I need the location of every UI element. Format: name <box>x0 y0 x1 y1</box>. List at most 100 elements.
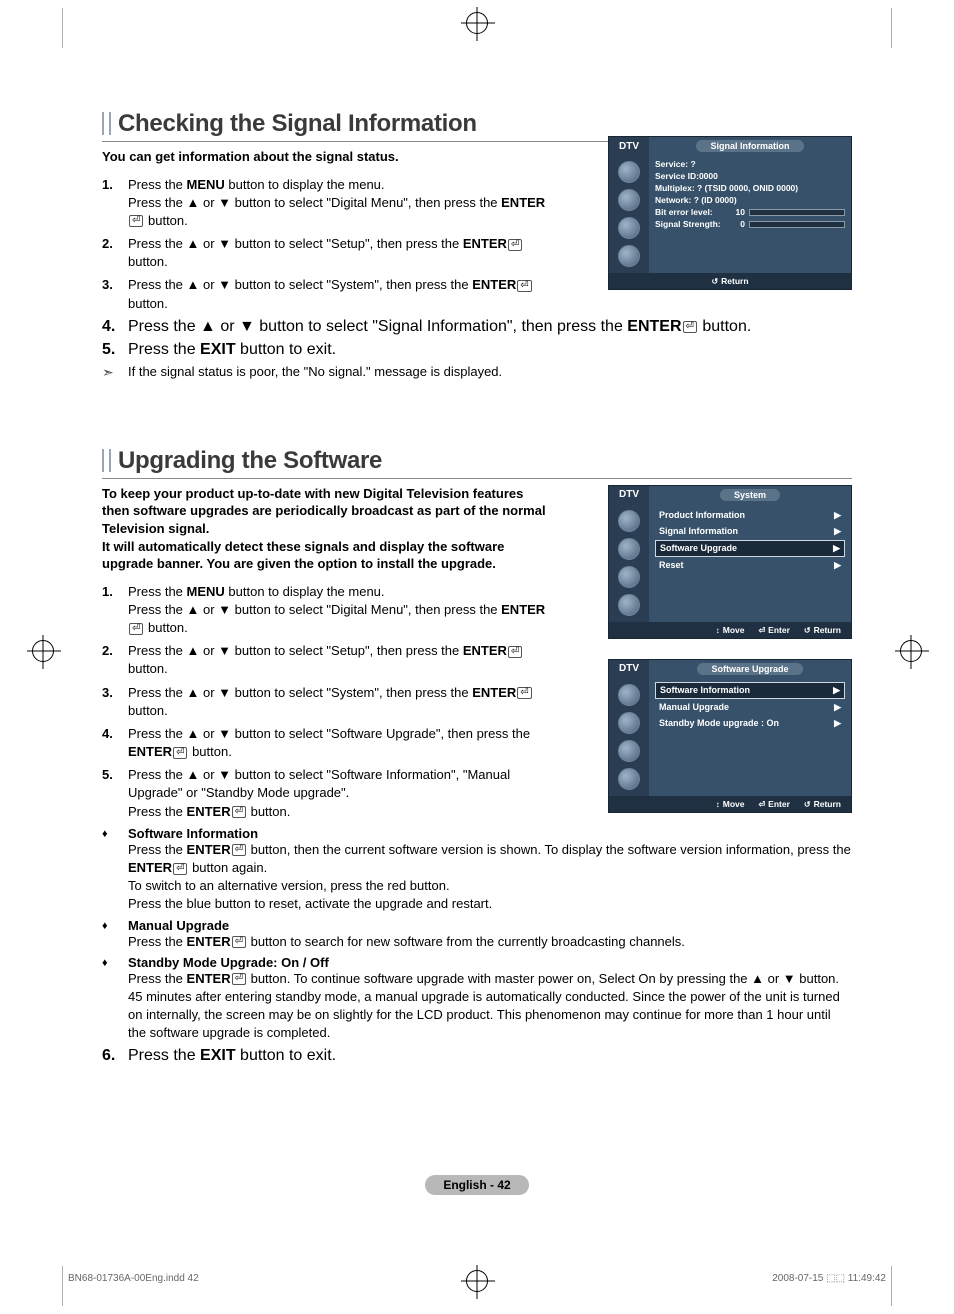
step-text: Press the ▲ or ▼ button to select "Syste… <box>128 276 546 312</box>
step-text: Press the ▲ or ▼ button to select "Setup… <box>128 642 546 678</box>
chevron-right-icon: ▶ <box>833 543 840 554</box>
note-icon: ➣ <box>102 364 128 381</box>
osd-info-line: Service ID:0000 <box>655 171 845 181</box>
footer-right: 2008-07-15 ⬚⬚ 11:49:42 <box>772 1273 886 1284</box>
osd-nav-icon <box>618 538 640 560</box>
step-row: 5.Press the ▲ or ▼ button to select "Sof… <box>102 766 546 821</box>
step-row: 1.Press the MENU button to display the m… <box>102 583 546 638</box>
osd-nav-icon <box>618 594 640 616</box>
step-text: Press the ▲ or ▼ button to select "Softw… <box>128 725 546 761</box>
enter-icon: ⏎ <box>232 844 246 856</box>
enter-icon: ⏎ <box>508 239 522 251</box>
step-text: Press the ▲ or ▼ button to select "Syste… <box>128 684 546 720</box>
page-number-badge: English - 42 <box>425 1175 528 1195</box>
osd-footer-hint: Return <box>804 799 841 809</box>
enter-icon: ⏎ <box>683 321 697 333</box>
step-number: 5. <box>102 766 128 821</box>
footer-meta: BN68-01736A-00Eng.indd 42 2008-07-15 ⬚⬚ … <box>68 1273 886 1284</box>
chevron-right-icon: ▶ <box>834 718 841 729</box>
step-number: 1. <box>102 176 128 231</box>
step-number: 2. <box>102 642 128 678</box>
osd-footer: Move Enter Return <box>609 796 851 812</box>
osd-info-line: Service: ? <box>655 159 845 169</box>
step-number: 3. <box>102 684 128 720</box>
step-text: Press the ▲ or ▼ button to select "Setup… <box>128 235 546 271</box>
osd-title: Software Upgrade <box>697 663 802 675</box>
osd-nav-icon <box>618 510 640 532</box>
osd-menu-item: Software Upgrade▶ <box>655 540 845 557</box>
page-body: Checking the Signal Information You can … <box>0 0 954 1275</box>
sub-item: ♦Software InformationPress the ENTER⏎ bu… <box>102 826 852 914</box>
osd-dtv-label: DTV <box>609 486 649 504</box>
step-text: Press the ▲ or ▼ button to select "Signa… <box>128 318 852 336</box>
step-text: Press the MENU button to display the men… <box>128 583 546 638</box>
step-row: 6.Press the EXIT button to exit. <box>102 1047 852 1065</box>
chevron-right-icon: ▶ <box>834 526 841 537</box>
osd-bar-value: 0 <box>731 219 745 229</box>
enter-icon: ⏎ <box>173 863 187 875</box>
step-row: 5.Press the EXIT button to exit. <box>102 341 852 359</box>
osd-footer-hint: Return <box>711 276 748 286</box>
step-row: 4.Press the ▲ or ▼ button to select "Sig… <box>102 318 852 336</box>
step-text: Press the EXIT button to exit. <box>128 341 852 359</box>
step-row: 1.Press the MENU button to display the m… <box>102 176 546 231</box>
osd-footer-hint: Return <box>804 625 841 635</box>
section-title: Upgrading the Software <box>102 447 852 479</box>
osd-nav-icon <box>618 768 640 790</box>
sub-heading: Standby Mode Upgrade: On / Off <box>128 955 329 970</box>
osd-nav-icon <box>618 740 640 762</box>
enter-icon: ⏎ <box>517 687 531 699</box>
note-text: If the signal status is poor, the "No si… <box>128 364 502 381</box>
diamond-bullet-icon: ♦ <box>102 826 128 914</box>
osd-bar-row: Bit error level:10 <box>655 207 845 217</box>
sub-text: Press the ENTER⏎ button, then the curren… <box>128 842 851 912</box>
osd-info-line: Network: ? (ID 0000) <box>655 195 845 205</box>
osd-footer-hint: Move <box>716 625 745 635</box>
osd-title: Signal Information <box>696 140 803 152</box>
osd-main: Product Information▶Signal Information▶S… <box>649 504 851 622</box>
osd-menu-item: Signal Information▶ <box>655 524 845 539</box>
enter-icon: ⏎ <box>232 806 246 818</box>
osd-nav-icon <box>618 712 640 734</box>
osd-bar-value: 10 <box>731 207 745 217</box>
sub-item: ♦Standby Mode Upgrade: On / OffPress the… <box>102 955 852 1043</box>
step-number: 3. <box>102 276 128 312</box>
section-intro: You can get information about the signal… <box>102 148 546 166</box>
osd-footer-hint: Move <box>716 799 745 809</box>
step-number: 4. <box>102 318 128 336</box>
step-row: 2.Press the ▲ or ▼ button to select "Set… <box>102 235 546 271</box>
enter-icon: ⏎ <box>232 973 246 985</box>
osd-software-upgrade: DTV Software Upgrade Software Informatio… <box>608 659 852 813</box>
sub-item: ♦Manual UpgradePress the ENTER⏎ button t… <box>102 918 852 951</box>
chevron-right-icon: ▶ <box>833 685 840 696</box>
sub-item-list: ♦Software InformationPress the ENTER⏎ bu… <box>102 826 852 1043</box>
osd-icon-column <box>609 155 649 273</box>
chevron-right-icon: ▶ <box>834 560 841 571</box>
step-row: 2.Press the ▲ or ▼ button to select "Set… <box>102 642 546 678</box>
osd-menu-item: Reset▶ <box>655 558 845 573</box>
sub-text: Press the ENTER⏎ button. To continue sof… <box>128 971 840 1041</box>
diamond-bullet-icon: ♦ <box>102 918 128 951</box>
osd-icon-column <box>609 678 649 796</box>
osd-info-line: Multiplex: ? (TSID 0000, ONID 0000) <box>655 183 845 193</box>
osd-nav-icon <box>618 684 640 706</box>
step-row: 3.Press the ▲ or ▼ button to select "Sys… <box>102 684 546 720</box>
osd-nav-icon <box>618 566 640 588</box>
osd-footer-hint: Enter <box>758 799 789 809</box>
step-list: 1.Press the MENU button to display the m… <box>102 176 546 313</box>
osd-nav-icon <box>618 245 640 267</box>
osd-nav-icon <box>618 217 640 239</box>
step-list-final: 6.Press the EXIT button to exit. <box>102 1047 852 1065</box>
step-number: 5. <box>102 341 128 359</box>
enter-icon: ⏎ <box>173 747 187 759</box>
step-text: Press the EXIT button to exit. <box>128 1047 852 1065</box>
osd-menu-item: Standby Mode upgrade : On▶ <box>655 716 845 731</box>
osd-main: Software Information▶Manual Upgrade▶Stan… <box>649 678 851 796</box>
enter-icon: ⏎ <box>517 280 531 292</box>
enter-icon: ⏎ <box>129 215 143 227</box>
step-number: 1. <box>102 583 128 638</box>
step-number: 6. <box>102 1047 128 1065</box>
section-intro: To keep your product up-to-date with new… <box>102 485 546 573</box>
step-text: Press the MENU button to display the men… <box>128 176 546 231</box>
osd-footer: Return <box>609 273 851 289</box>
